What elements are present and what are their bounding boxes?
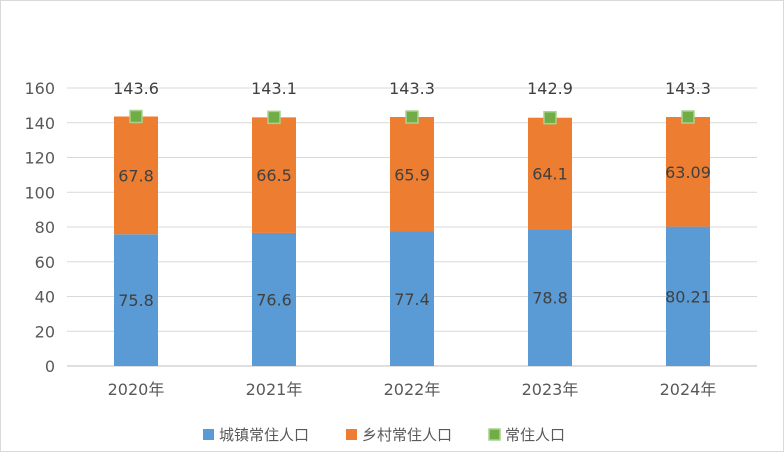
- bar-rural: [528, 117, 572, 230]
- marker-total: [543, 110, 557, 125]
- legend-label: 常住人口: [505, 426, 565, 444]
- x-tick-label: 2020年: [108, 380, 165, 399]
- data-labels: 75.8 67.8 143.6 76.6 66.5 143.1 77.4 65.9 143.3 7…: [113, 79, 711, 310]
- x-tick-label: 2021年: [246, 380, 303, 399]
- y-tick-label: 140: [24, 114, 55, 133]
- data-label-urban: 76.6: [256, 290, 292, 309]
- data-label-total: 143.3: [389, 79, 435, 98]
- bar-urban: [390, 231, 434, 366]
- data-label-rural: 63.09: [665, 163, 711, 182]
- data-label-total: 142.9: [527, 79, 573, 98]
- marker-total: [681, 110, 695, 124]
- data-label-total: 143.6: [113, 79, 159, 98]
- legend-label: 乡村常住人口: [362, 426, 452, 444]
- bar-rural: [666, 117, 710, 227]
- x-tick-label: 2023年: [522, 380, 579, 399]
- bar-rural: [390, 117, 434, 232]
- legend: 城镇常住人口 乡村常住人口 常住人口: [203, 426, 565, 444]
- bar-urban: [114, 234, 158, 366]
- marker-total: [129, 109, 143, 124]
- x-tick-label: 2022年: [384, 380, 441, 399]
- y-tick-label: 0: [45, 357, 55, 376]
- y-axis-ticks: 0 20 40 60 80 100 120 140 160: [24, 79, 55, 376]
- legend-swatch: [203, 429, 214, 440]
- data-label-total: 143.1: [251, 79, 297, 98]
- bar-rural: [114, 116, 158, 235]
- y-tick-label: 60: [35, 253, 55, 272]
- legend-swatch: [346, 429, 357, 440]
- legend-swatch: [488, 428, 501, 441]
- y-tick-label: 40: [35, 288, 55, 307]
- data-label-urban: 75.8: [118, 291, 154, 310]
- data-label-total: 143.3: [665, 79, 711, 98]
- x-tick-label: 2024年: [660, 380, 717, 399]
- total-markers: [129, 109, 695, 125]
- data-label-urban: 78.8: [532, 289, 568, 308]
- y-tick-label: 120: [24, 149, 55, 168]
- marker-total: [267, 110, 281, 125]
- data-label-rural: 64.1: [532, 164, 568, 183]
- y-tick-label: 160: [24, 79, 55, 98]
- bar-urban: [666, 226, 710, 366]
- marker-total: [405, 110, 419, 124]
- data-label-rural: 67.8: [118, 166, 154, 185]
- x-axis-ticks: 2020年 2021年 2022年 2023年 2024年: [108, 380, 717, 399]
- bar-urban: [528, 229, 572, 366]
- bars: [114, 116, 710, 366]
- data-label-rural: 65.9: [394, 165, 430, 184]
- y-tick-label: 80: [35, 218, 55, 237]
- bar-rural: [252, 117, 296, 233]
- data-label-urban: 80.21: [665, 287, 711, 306]
- data-label-urban: 77.4: [394, 290, 430, 309]
- y-tick-label: 100: [24, 183, 55, 202]
- legend-label: 城镇常住人口: [219, 426, 309, 444]
- bar-urban: [252, 232, 296, 366]
- y-tick-label: 20: [35, 322, 55, 341]
- data-label-rural: 66.5: [256, 166, 292, 185]
